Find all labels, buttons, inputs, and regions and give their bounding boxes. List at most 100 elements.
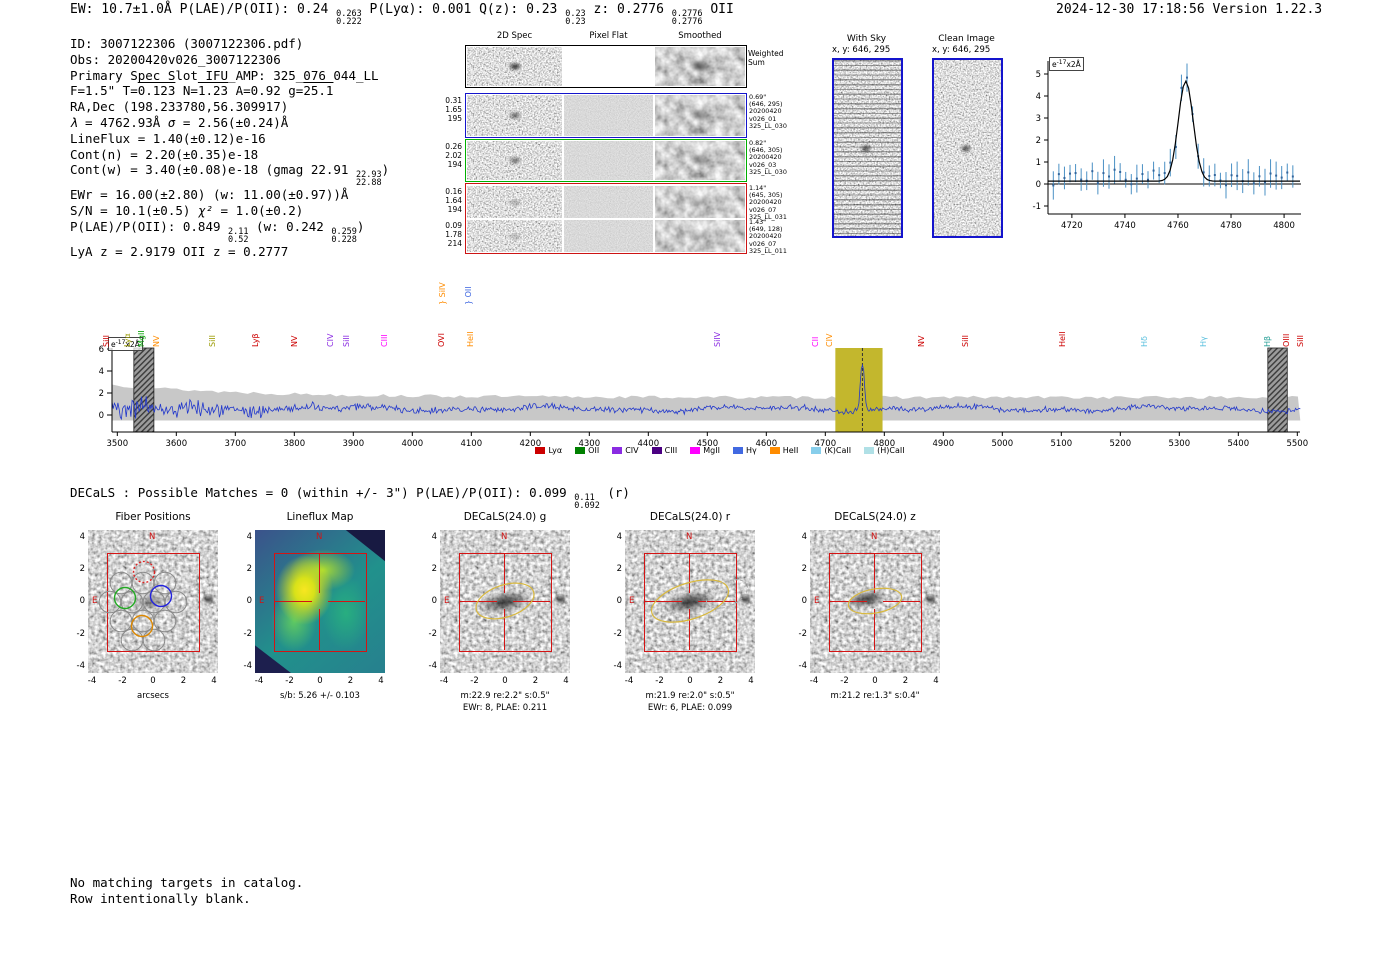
line-label-SiIV: } SiIV [437,282,447,305]
col-header-smoothed: Smoothed [678,31,722,41]
legend-swatch [864,447,875,454]
lower-value: 0.222 [336,17,362,27]
text: ID: 3007122306 (3007122306.pdf) [70,36,304,51]
aperture-box [829,553,922,652]
text: = 4762.93Å [77,114,168,130]
cutout-panel-decals-4: DECaLS(24.0) r N E 4 2 0 -2 -4 -4 -2 0 2 4 m:21.9 re:… [603,505,759,720]
compass-east: E [259,596,265,606]
cutout-caption: EWr: 6, PLAE: 0.099 [647,703,733,713]
text: EWr = 16.00(±2.80) (w: 11.00(±0.97))Å [70,187,349,203]
info-line: P(LAE)/P(OII): 0.849 2.11 0.52 (w: 0.242 … [70,219,389,244]
aperture-box [107,553,200,652]
upper-value: 2.11 [228,226,249,237]
noise-image [564,186,653,218]
y-tick-label: 4 [616,532,622,542]
line-fit-svg: -1 0 1 2 3 4 5 4720 4740 4760 4780 4800 [1033,61,1301,231]
line-label-SiII: SiII [342,334,352,347]
spec2d-strip-pixelflat [564,95,653,136]
text: = 2.56(±0.24)Å [175,114,289,130]
text: Cont(n) = 2.20(±0.35)e-18 [70,146,259,162]
text: RA,Dec (198.233780,56.309917) [70,99,289,115]
upper-value: 0.259 [331,226,357,237]
cutout-caption: s/b: 5.26 +/- 0.103 [280,691,360,701]
crosshair-left [644,601,682,603]
compass-east: E [629,596,635,606]
line-label-Hγ: Hγ [1198,336,1208,347]
legend-swatch [612,447,623,454]
legend-item: Lyα [535,446,562,455]
stacked-uncertainty: 22.93 22.88 [355,170,382,188]
svg-text:4400: 4400 [637,439,659,449]
fiber-annotation-line: 325_LL_011 [749,246,787,255]
stacked-uncertainty: 0.23 0.23 [565,10,585,27]
crosshair-left [829,601,867,603]
y-tick-label: 0 [246,596,252,607]
stacked-uncertainty: 2.11 0.52 [228,226,249,245]
stacked-uncertainty: 0.2776 0.2776 [672,10,703,27]
y-tick-label: -2 [798,628,807,639]
svg-text:4300: 4300 [578,439,600,449]
fiber-annotation-line: v026_07 [749,205,777,214]
svg-text:6: 6 [99,345,104,355]
legend-label: CIII [664,446,678,455]
legend-label: (H)CaII [877,446,905,455]
legend-label: HeII [782,446,799,455]
footer-line-2: Row intentionally blank. [70,890,251,906]
compass-north: N [686,532,693,542]
x-axis-label: arcsecs [137,691,169,701]
text: Cont(w) = 3.40(±0.08)e-18 (gmag 22.91 [70,162,356,178]
noise-image [655,141,745,180]
fiber-annotation-line: v026_07 [749,239,777,248]
info-line: LineFlux = 1.40(±0.12)e-16 [70,131,389,147]
cutout-title: Lineflux Map [286,511,354,523]
overlined-value: 25.1 [303,83,334,99]
legend-item: CIII [651,446,678,455]
spec2d-strip-smoothed [655,186,745,218]
crosshair-right [883,601,920,603]
y-tick-label: -2 [243,628,252,639]
text: ) [381,162,390,178]
line-label-CIV: CIV [325,333,335,347]
svg-text:4800: 4800 [873,439,895,449]
svg-text:4760: 4760 [1167,221,1189,231]
y-tick-label: -2 [428,628,437,639]
text: N= [175,83,198,99]
cutout-title: Fiber Positions [115,511,191,523]
line-label-CII: CII [810,336,820,347]
x-tick-label: -2 [470,676,479,686]
crosshair-top [689,553,691,593]
fiber-weight-labels: 0.09 1.78 214 [433,221,462,248]
fiber-annotation: 1.43" (649, 128) 20200420 v026_07 325_LL_011 [749,218,811,255]
line-label-HeII: HeII [1057,331,1067,347]
crosshair-bottom [319,609,321,650]
fiber-annotation-line: (646, 295) [749,100,783,109]
line-label-OII: } OII [463,286,473,305]
noise-image [467,220,562,252]
legend-label: (K)CaII [824,446,852,455]
fiber-weight-value: 1.64 [445,196,462,205]
text: (w: 0.242 [248,218,332,234]
aperture-box [274,553,367,652]
x-tick-label: -2 [840,676,849,686]
spec2d-strip-2dspec [467,186,562,218]
x-tick-label: 0 [872,676,878,686]
cutout-panel-fibers-1: Fiber Positions N E 4 2 0 -2 -4 -4 -2 0 2 4 arcsecs [66,505,222,720]
fiber-annotation: 1.14" (645, 305) 20200420 v026_07 325_LL_031 [749,184,811,221]
line-label-CIV: CIV [825,333,835,347]
compass-north: N [871,532,878,542]
legend-swatch [732,447,743,454]
fiber-annotation-line: 325_LL_031 [749,212,787,221]
galfit-ellipse [847,587,903,615]
svg-text:3: 3 [1036,114,1041,124]
x-tick-label: 2 [902,676,909,686]
fiber-weight-value: 1.65 [445,105,462,114]
fiber-weight-value: 0.09 [445,221,462,230]
compass-east: E [814,596,820,606]
fiber-annotation: 0.69" (646, 295) 20200420 v026_01 325_LL_030 [749,93,811,130]
weighted-sum-label-line1: Weighted [748,49,784,58]
noise-image [655,95,745,136]
cutout-caption: m:21.9 re:2.0" s:0.5" [645,691,735,701]
upper-value: 22.93 [355,170,382,181]
svg-text:3800: 3800 [283,439,305,449]
